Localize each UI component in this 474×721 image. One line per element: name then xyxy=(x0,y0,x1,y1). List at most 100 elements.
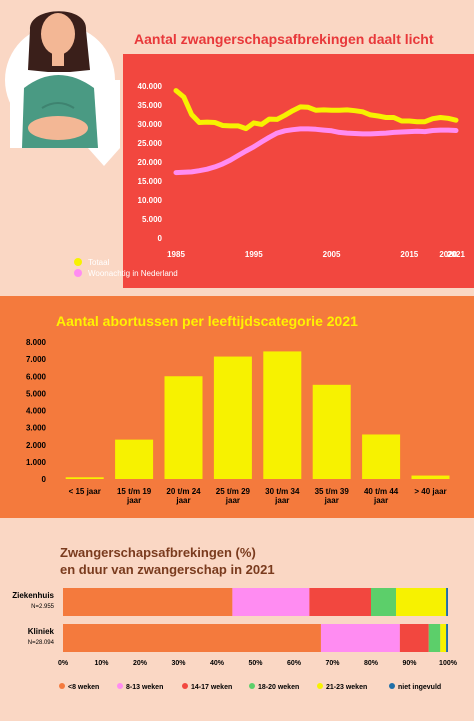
stacked-legend-dot xyxy=(182,683,188,689)
bar-y-tick-label: 2.000 xyxy=(26,441,47,450)
line-y-tick-label: 40.000 xyxy=(138,82,163,91)
hands-shape xyxy=(28,116,88,140)
bar-age-category xyxy=(213,356,252,479)
legend-label-totaal: Totaal xyxy=(88,258,110,267)
stacked-x-tick-label: 30% xyxy=(171,660,186,667)
legend-dot-woonachtig xyxy=(74,269,82,277)
bar-x-tick-label: 35 t/m 39 xyxy=(315,487,350,496)
bar-y-tick-label: 1.000 xyxy=(26,458,47,467)
stacked-chart-title-line2: en duur van zwangerschap in 2021 xyxy=(60,562,275,577)
bar-age-category xyxy=(263,351,302,479)
stacked-segment xyxy=(399,624,429,652)
line-series-group xyxy=(173,88,459,176)
stacked-legend-label: 14-17 weken xyxy=(191,684,232,691)
stacked-segment xyxy=(232,588,310,616)
line-x-tick-label: 2021 xyxy=(447,250,465,259)
stacked-segment xyxy=(446,588,448,616)
bar-y-tick-label: 0 xyxy=(42,475,47,484)
stacked-legend-label: 18-20 weken xyxy=(258,684,299,691)
stacked-segment xyxy=(320,624,400,652)
section-stacked-chart: Zwangerschapsafbrekingen (%) en duur van… xyxy=(0,526,474,716)
stacked-rows-group: Ziekenhuis N=2.955 Kliniek N=28.094 xyxy=(12,588,448,652)
line-y-tick-label: 35.000 xyxy=(138,101,163,110)
bar-y-tick-label: 8.000 xyxy=(26,338,47,347)
line-chart-title: Aantal zwangerschapsafbrekingen daalt li… xyxy=(134,31,434,47)
bar-x-tick-label: jaar xyxy=(225,496,240,505)
stacked-x-tick-label: 60% xyxy=(287,660,302,667)
line-y-tick-label: 20.000 xyxy=(138,158,163,167)
line-y-tick-label: 25.000 xyxy=(138,139,163,148)
stacked-row-label: Kliniek xyxy=(28,627,55,636)
line-x-tick-label: 1985 xyxy=(167,250,185,259)
bar-x-tick-label: 30 t/m 34 xyxy=(265,487,300,496)
stacked-x-tick-label: 80% xyxy=(364,660,379,667)
bar-y-tick-label: 4.000 xyxy=(26,407,47,416)
stacked-chart-background xyxy=(0,526,474,716)
bar-age-category xyxy=(65,477,104,479)
bar-age-category xyxy=(164,376,203,479)
stacked-segment xyxy=(309,588,371,616)
bar-x-tick-label: 40 t/m 44 xyxy=(364,487,399,496)
stacked-row-sublabel: N=2.955 xyxy=(31,604,55,610)
stacked-row-label: Ziekenhuis xyxy=(12,591,54,600)
stacked-legend-label: niet ingevuld xyxy=(398,684,441,691)
stacked-legend-label: 21-23 weken xyxy=(326,684,367,691)
bar-x-tick-label: 15 t/m 19 xyxy=(117,487,152,496)
line-x-tick-label: 2005 xyxy=(323,250,341,259)
line-x-tick-label: 2020 xyxy=(439,250,457,259)
stacked-segment xyxy=(396,588,447,616)
stacked-legend-dot xyxy=(389,683,395,689)
line-y-axis: 0 5.000 10.000 15.000 20.000 25.000 30.000 35.0… xyxy=(138,82,163,243)
stacked-x-tick-label: 50% xyxy=(248,660,263,667)
stacked-x-axis: 0% 10% 20% 30% 40% 50% 60% 70% 80% 90% 100% xyxy=(58,660,458,667)
bar-y-axis: 0 1.000 2.000 3.000 4.000 5.000 6.000 7.000 8.00… xyxy=(26,338,47,484)
bar-age-category xyxy=(115,439,154,479)
stacked-legend-dot xyxy=(117,683,123,689)
stacked-segment xyxy=(63,624,321,652)
stacked-segment xyxy=(440,624,447,652)
stacked-x-tick-label: 40% xyxy=(210,660,225,667)
line-y-tick-label: 5.000 xyxy=(142,215,163,224)
pregnant-woman-illustration xyxy=(5,11,120,166)
stacked-row-sublabel: N=28.094 xyxy=(28,640,55,646)
stacked-segment xyxy=(446,624,448,652)
series-line-totaal xyxy=(173,88,459,132)
bar-x-tick-label: 20 t/m 24 xyxy=(166,487,201,496)
bar-x-tick-label: jaar xyxy=(126,496,141,505)
section-bar-chart: Aantal abortussen per leeftijdscategorie… xyxy=(0,296,474,518)
stacked-segment xyxy=(428,624,441,652)
bar-x-tick-label: jaar xyxy=(324,496,339,505)
illustration-pointer xyxy=(88,148,120,166)
line-x-tick-label: 1995 xyxy=(245,250,263,259)
line-x-tick-label: 2015 xyxy=(400,250,418,259)
legend-label-woonachtig: Woonachtig in Nederland xyxy=(88,269,178,278)
neck-shape xyxy=(52,52,64,66)
bar-bars-group xyxy=(65,351,450,479)
bar-age-category xyxy=(312,384,351,479)
bar-x-tick-label: > 40 jaar xyxy=(414,487,446,496)
line-y-tick-label: 10.000 xyxy=(138,196,163,205)
stacked-x-tick-label: 100% xyxy=(439,660,458,667)
bar-x-tick-label: 25 t/m 29 xyxy=(216,487,251,496)
bar-y-tick-label: 3.000 xyxy=(26,424,47,433)
stacked-segment xyxy=(63,588,233,616)
stacked-legend-dot xyxy=(59,683,65,689)
bar-x-tick-label: < 15 jaar xyxy=(69,487,101,496)
face-shape xyxy=(41,13,75,55)
stacked-legend-label: <8 weken xyxy=(68,684,99,691)
legend-dot-totaal xyxy=(74,258,82,266)
section-line-chart: Aantal zwangerschapsafbrekingen daalt li… xyxy=(0,0,474,288)
series-line-woonachtig xyxy=(173,126,459,176)
line-legend: Totaal Woonachtig in Nederland xyxy=(74,258,178,278)
stacked-x-tick-label: 10% xyxy=(94,660,109,667)
stacked-legend-dot xyxy=(317,683,323,689)
stacked-x-tick-label: 90% xyxy=(402,660,417,667)
bar-x-tick-label: jaar xyxy=(175,496,190,505)
line-y-tick-label: 30.000 xyxy=(138,120,163,129)
bar-y-tick-label: 7.000 xyxy=(26,355,47,364)
stacked-segment xyxy=(371,588,397,616)
bar-x-tick-label: jaar xyxy=(373,496,388,505)
